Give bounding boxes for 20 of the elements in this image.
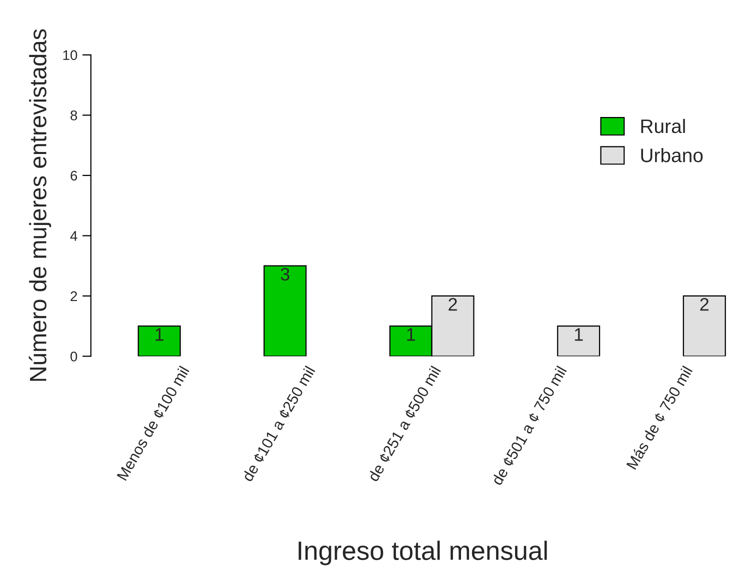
- bar: [138, 326, 181, 356]
- data-label: 1: [574, 328, 583, 341]
- data-label: 2: [448, 298, 457, 311]
- bar: [682, 295, 726, 356]
- bar: [264, 265, 307, 356]
- y-tick-label: 0: [70, 352, 78, 362]
- y-tick-label: 2: [70, 291, 77, 302]
- y-tick-label: 6: [70, 170, 78, 181]
- data-label: 3: [280, 268, 290, 281]
- y-tick-label: 4: [70, 231, 78, 241]
- y-tick-label: 10: [63, 50, 78, 60]
- data-label: 2: [700, 298, 708, 311]
- y-axis-title: Número de mujeres entrevistadas: [28, 29, 52, 381]
- x-axis-title: Ingreso total mensual: [298, 540, 547, 566]
- data-label: 1: [407, 328, 416, 341]
- y-tick-label: 8: [70, 110, 78, 120]
- legend-label: Rural: [641, 118, 685, 134]
- data-label: 1: [156, 328, 164, 341]
- bar: [557, 326, 600, 356]
- legend-label: Urbano: [641, 148, 703, 162]
